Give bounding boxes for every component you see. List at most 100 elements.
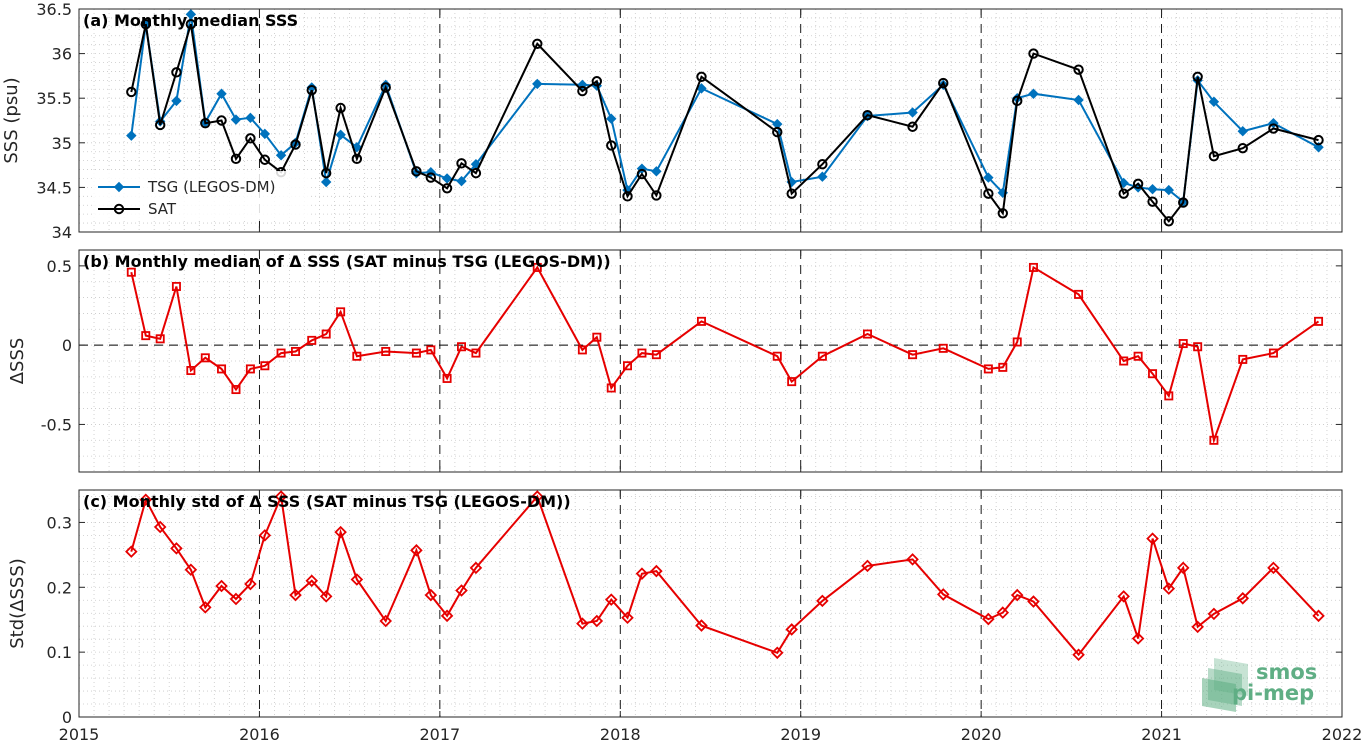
data-point <box>305 574 319 588</box>
series-line <box>130 23 1319 223</box>
data-point <box>290 139 301 150</box>
data-point <box>200 117 211 129</box>
y-tick-label: 0 <box>62 708 72 727</box>
data-point <box>230 114 242 125</box>
data-point <box>274 490 288 503</box>
data-point <box>787 377 797 387</box>
data-point <box>155 334 165 344</box>
data-point <box>455 584 468 597</box>
data-point <box>336 307 346 317</box>
data-point <box>215 579 228 593</box>
data-point <box>817 159 828 170</box>
legend-box <box>92 171 308 221</box>
year-lines <box>258 250 1163 472</box>
data-point <box>606 383 616 393</box>
y-tick-label: 0.1 <box>47 643 72 662</box>
panels: 34 34.5 35 35.5 36 36.5 (a) Monthly median SSS… <box>1 0 1343 727</box>
data-point <box>772 126 783 138</box>
data-point <box>380 82 391 93</box>
data-point <box>1208 96 1220 107</box>
legend-marker <box>113 203 125 215</box>
data-point <box>319 590 333 603</box>
data-point <box>770 646 784 660</box>
data-point <box>1313 134 1324 146</box>
legend-marker <box>113 181 125 193</box>
axes-box <box>78 249 1343 473</box>
data-point <box>440 609 454 623</box>
data-point <box>591 76 603 87</box>
y-tick-label: 35.5 <box>36 89 72 108</box>
data-point <box>786 188 797 199</box>
data-point <box>289 588 302 602</box>
data-point <box>244 577 257 591</box>
y-tick-label: 34 <box>52 223 72 242</box>
x-tick-label: 2022 <box>1322 725 1363 744</box>
logo-layer-3 <box>1202 678 1236 712</box>
data-point <box>321 329 331 339</box>
data-point <box>1164 391 1174 401</box>
data-point <box>1208 150 1220 162</box>
x-tick-label: 2018 <box>600 725 641 744</box>
data-point <box>1147 183 1158 195</box>
data-point <box>1178 197 1189 208</box>
data-point <box>604 593 618 606</box>
data-point <box>140 18 151 30</box>
data-point <box>1193 342 1203 352</box>
data-point <box>1191 620 1204 634</box>
data-point <box>1237 125 1248 137</box>
panel-title: (a) Monthly median SSS <box>83 11 298 30</box>
logo-text-smos: smos <box>1256 660 1317 684</box>
data-point <box>457 342 467 352</box>
data-point <box>651 190 662 201</box>
data-point <box>230 153 242 165</box>
data-point <box>997 208 1008 219</box>
data-point <box>938 77 949 89</box>
y-tick-label: -0.5 <box>41 415 72 434</box>
data-point <box>231 385 241 395</box>
data-point <box>154 119 166 131</box>
data-point <box>1163 216 1174 227</box>
data-point <box>351 153 363 165</box>
data-point <box>170 542 183 555</box>
data-point <box>456 158 467 169</box>
data-point <box>1312 609 1325 623</box>
data-point <box>1073 94 1084 106</box>
x-tick-label: 2019 <box>780 725 821 744</box>
data-point <box>441 173 453 184</box>
data-point <box>906 553 919 566</box>
data-point <box>229 592 243 606</box>
data-point <box>577 345 587 355</box>
data-point <box>1027 595 1040 608</box>
data-point <box>622 191 633 202</box>
data-point <box>606 140 617 151</box>
y-tick-label: 0 <box>62 336 72 355</box>
data-point <box>307 335 317 345</box>
data-point <box>1072 648 1085 662</box>
data-point <box>334 525 347 539</box>
data-point <box>258 529 272 542</box>
data-point <box>861 559 874 573</box>
data-point <box>1133 351 1143 361</box>
data-point <box>1073 64 1084 75</box>
data-point <box>651 350 661 360</box>
data-point <box>425 172 437 183</box>
data-point <box>410 544 423 557</box>
series-delta-sss <box>125 490 1325 662</box>
data-point <box>1192 71 1203 82</box>
y-axis-label: SSS (psu) <box>1 77 22 163</box>
data-point <box>1117 590 1130 603</box>
y-tick-label: 0.2 <box>47 578 72 597</box>
data-point <box>352 351 362 361</box>
data-point <box>635 567 649 580</box>
data-point <box>592 332 602 342</box>
data-point <box>126 86 137 98</box>
data-point <box>577 85 588 97</box>
data-point <box>125 545 138 558</box>
data-point <box>1268 123 1279 134</box>
data-point <box>982 612 995 626</box>
data-point <box>1148 369 1158 379</box>
x-tick-label: 2015 <box>59 725 100 744</box>
data-point <box>696 71 707 82</box>
data-point <box>469 561 483 575</box>
